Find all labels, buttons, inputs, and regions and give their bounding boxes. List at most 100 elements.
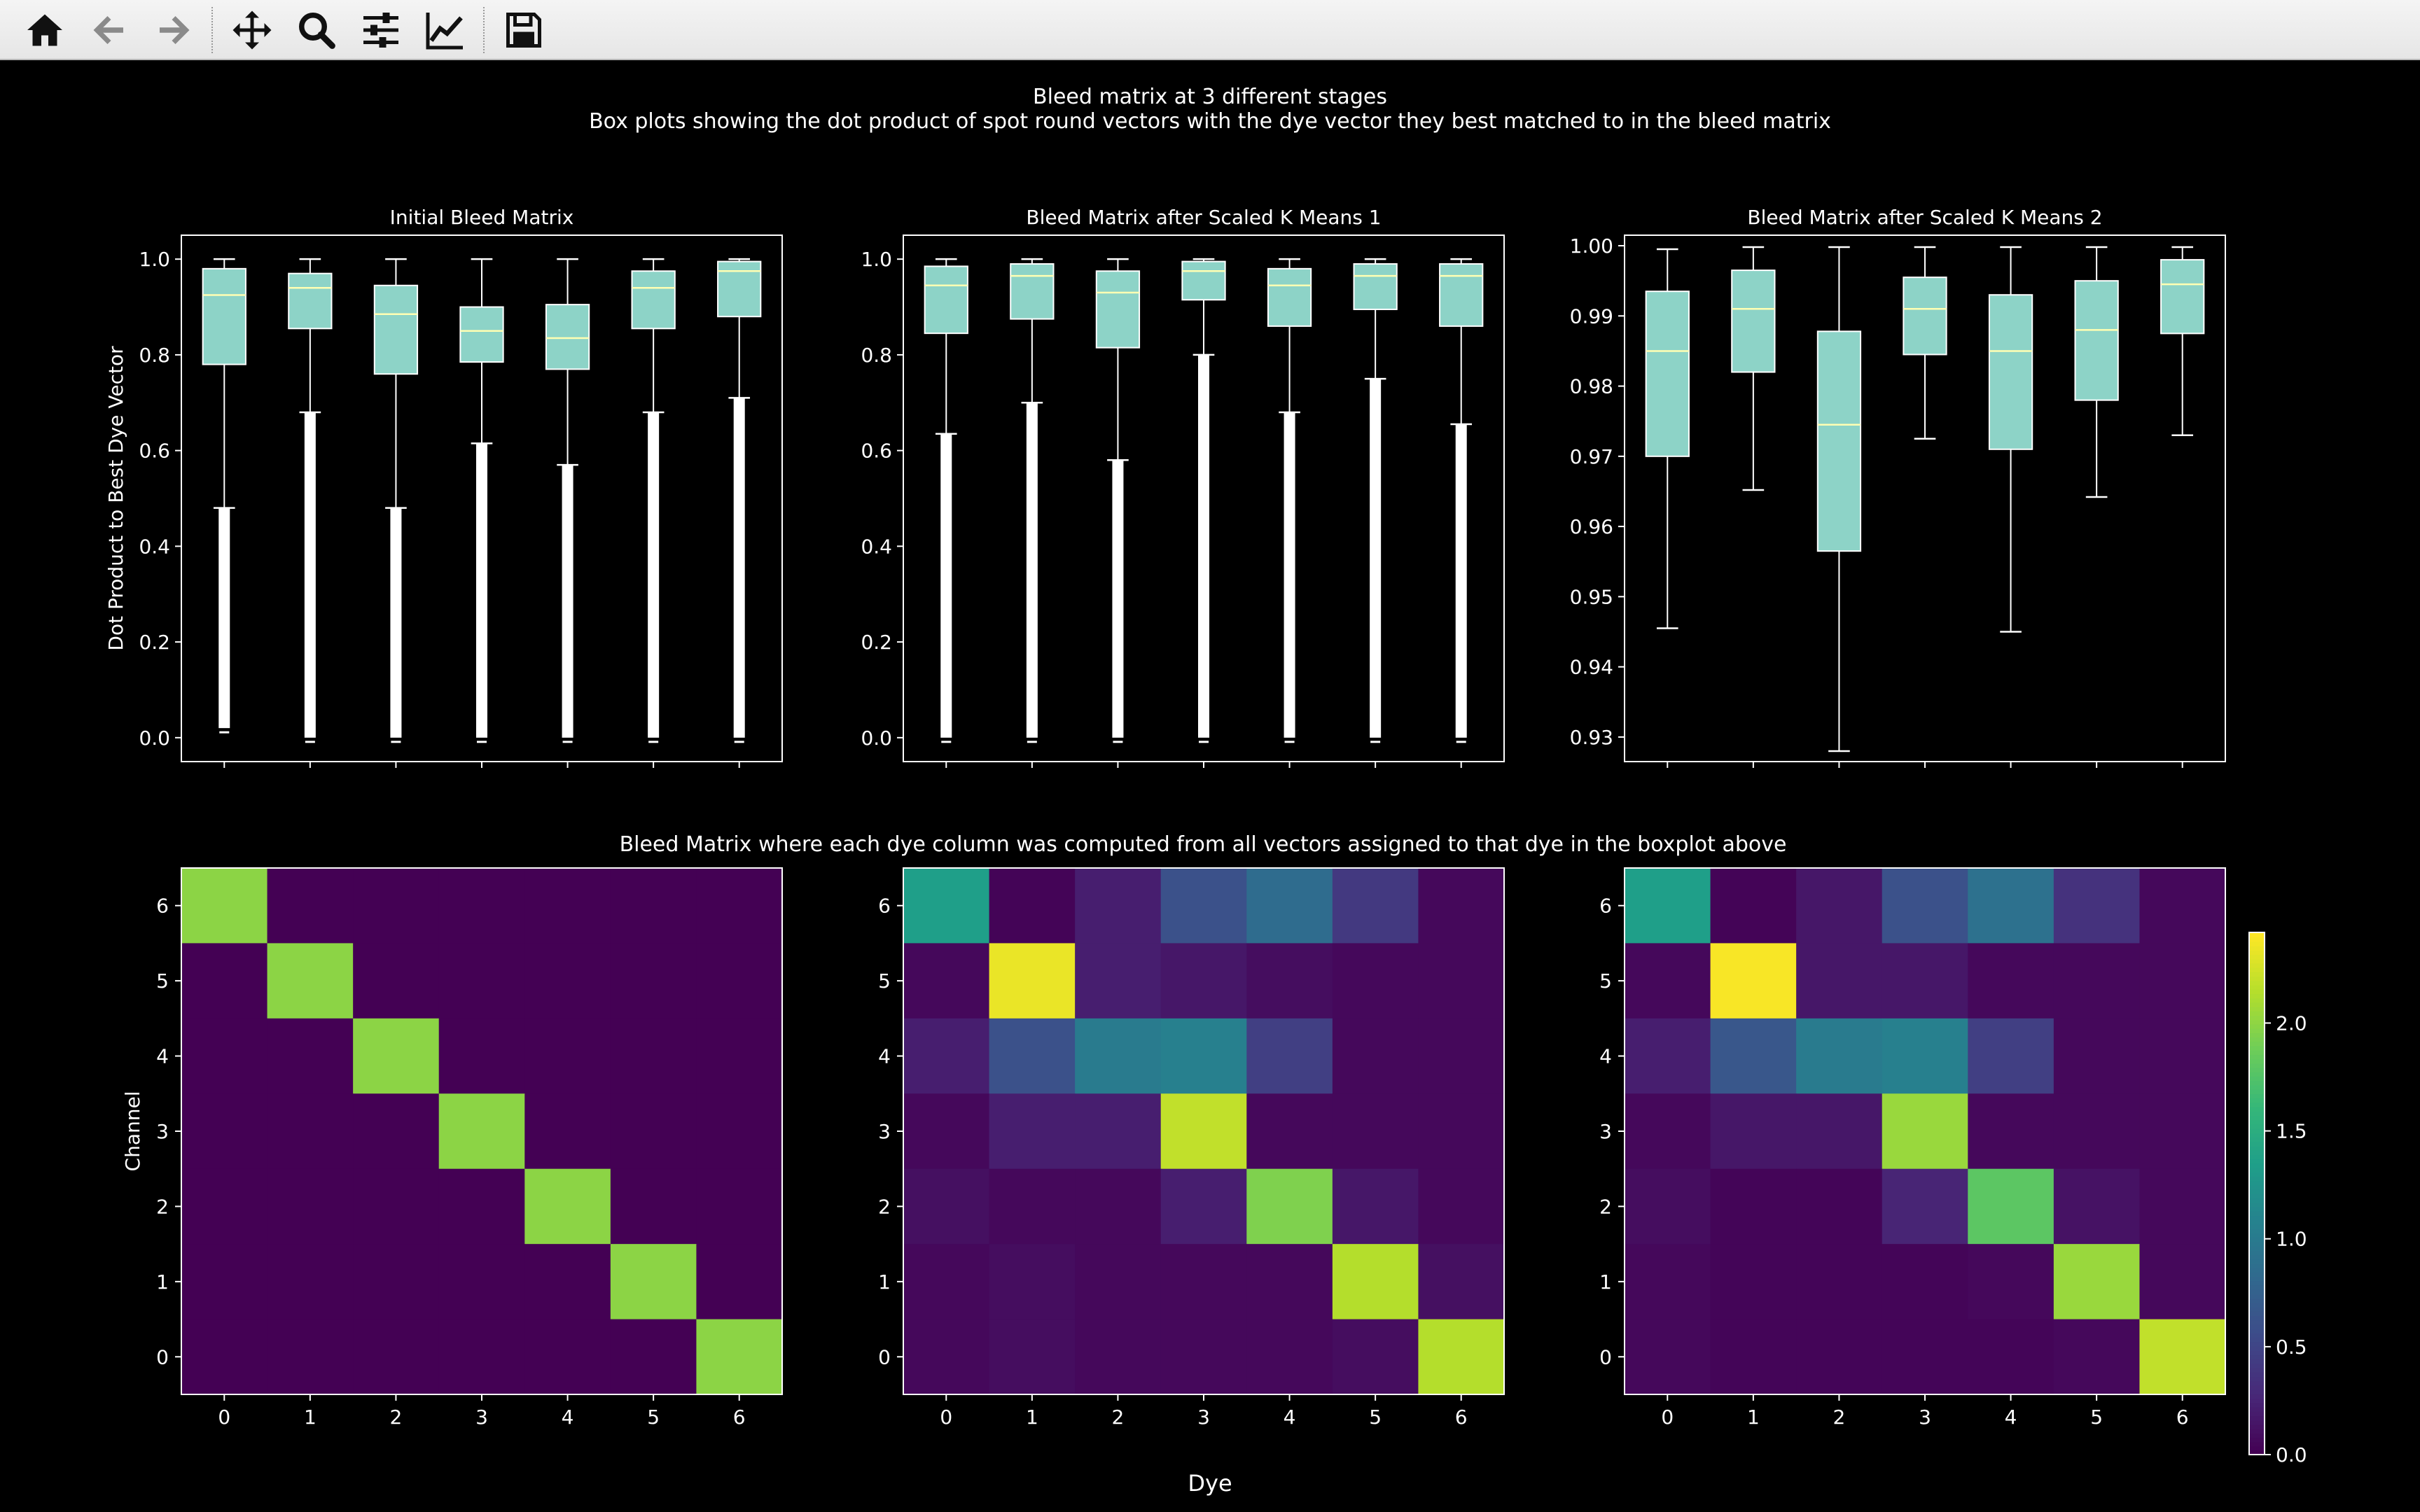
y-tick-label: 0 bbox=[1599, 1345, 1612, 1368]
colorbar-segment bbox=[2249, 1054, 2265, 1060]
x-tick-label: 3 bbox=[475, 1406, 488, 1429]
heatmap-cell bbox=[181, 868, 268, 944]
heatmap-cell bbox=[524, 1319, 611, 1395]
back-button[interactable] bbox=[83, 6, 136, 55]
colorbar-segment bbox=[2249, 1441, 2265, 1447]
heatmap-cell bbox=[524, 943, 611, 1019]
box-2 bbox=[1816, 246, 1862, 752]
colorbar-segment bbox=[2249, 1267, 2265, 1273]
box-iqr bbox=[1353, 263, 1398, 310]
outlier-band bbox=[940, 433, 952, 738]
colorbar-segment bbox=[2249, 1154, 2265, 1160]
colorbar-segment bbox=[2249, 1276, 2265, 1282]
colorbar-segment bbox=[2249, 1354, 2265, 1360]
home-button[interactable] bbox=[18, 6, 71, 55]
x-tick-label: 3 bbox=[1919, 1406, 1931, 1429]
heatmap-cell bbox=[903, 1018, 990, 1094]
heatmap-row-title: Bleed Matrix where each dye column was c… bbox=[620, 832, 1787, 857]
colorbar-segment bbox=[2249, 1158, 2265, 1164]
edit-axis-button[interactable] bbox=[419, 6, 472, 55]
heatmap-cell bbox=[524, 868, 611, 944]
box-3 bbox=[1181, 258, 1226, 743]
colorbar-tick-label: 1.5 bbox=[2276, 1120, 2307, 1143]
y-tick-label: 0.6 bbox=[861, 440, 892, 463]
heatmap-cell bbox=[524, 1093, 611, 1170]
pan-button[interactable] bbox=[225, 6, 279, 55]
heatmap-cell bbox=[1246, 1168, 1333, 1245]
zoom-button[interactable] bbox=[290, 6, 343, 55]
heatmap-cell bbox=[1968, 943, 2054, 1019]
colorbar-segment bbox=[2249, 988, 2265, 995]
heatmap-cell bbox=[1796, 1093, 1883, 1170]
x-tick-label: 5 bbox=[1369, 1406, 1382, 1429]
colorbar-segment bbox=[2249, 1093, 2265, 1099]
figure-suptitle: Bleed matrix at 3 different stages bbox=[1033, 85, 1387, 109]
arrow-left-icon bbox=[93, 16, 123, 44]
toolbar-separator bbox=[211, 7, 213, 53]
heatmap-cell bbox=[1246, 943, 1333, 1019]
heatmap-cell bbox=[989, 1319, 1076, 1395]
heatmap-cell bbox=[1075, 943, 1162, 1019]
heatmap-cell bbox=[181, 1244, 268, 1320]
box-iqr bbox=[1903, 276, 1947, 356]
figure-canvas: Bleed matrix at 3 different stages Box p… bbox=[0, 60, 2420, 1512]
outlier-band bbox=[218, 507, 230, 729]
forward-button[interactable] bbox=[147, 6, 200, 55]
heatmap-cell bbox=[353, 868, 440, 944]
y-tick-label: 2 bbox=[156, 1195, 169, 1218]
y-tick-label: 5 bbox=[1599, 969, 1612, 993]
colorbar-segment bbox=[2249, 1002, 2265, 1007]
colorbar-segment bbox=[2249, 945, 2265, 951]
colorbar-segment bbox=[2249, 1341, 2265, 1347]
colorbar-segment bbox=[2249, 1167, 2265, 1172]
colorbar-segment bbox=[2249, 1032, 2265, 1038]
colorbar-tick-label: 2.0 bbox=[2276, 1011, 2307, 1035]
colorbar-segment bbox=[2249, 1289, 2265, 1294]
boxplot-title: Initial Bleed Matrix bbox=[390, 206, 574, 229]
heatmap-cell bbox=[438, 1319, 525, 1395]
colorbar-segment bbox=[2249, 1393, 2265, 1399]
colorbar-segment bbox=[2249, 941, 2265, 946]
heatmap-cell bbox=[267, 1319, 354, 1395]
x-tick-label: 6 bbox=[733, 1406, 746, 1429]
colorbar-segment bbox=[2249, 1232, 2265, 1238]
colorbar-segment bbox=[2249, 1145, 2265, 1151]
x-tick-label: 2 bbox=[1112, 1406, 1125, 1429]
heatmap-cell bbox=[2139, 1093, 2226, 1170]
heatmap-cell bbox=[1160, 1319, 1247, 1395]
colorbar-segment bbox=[2249, 971, 2265, 977]
heatmap-cell bbox=[267, 1168, 354, 1245]
colorbar-tick-label: 1.0 bbox=[2276, 1228, 2307, 1251]
colorbar-segment bbox=[2249, 1037, 2265, 1042]
heatmap-cell bbox=[1625, 868, 1711, 944]
y-tick-label: 0.0 bbox=[139, 727, 170, 750]
colorbar-segment bbox=[2249, 1006, 2265, 1011]
heatmap-cell bbox=[2053, 1093, 2140, 1170]
heatmap-cell bbox=[181, 943, 268, 1019]
y-tick-label: 0.98 bbox=[1570, 375, 1613, 398]
magnifier-icon bbox=[299, 13, 335, 49]
configure-subplots-button[interactable] bbox=[354, 6, 408, 55]
box-0 bbox=[1645, 248, 1690, 629]
outlier-band bbox=[476, 443, 487, 738]
x-tick-label: 0 bbox=[1661, 1406, 1674, 1429]
heatmap-cell bbox=[1882, 1319, 1968, 1395]
heatmap-cell bbox=[1882, 1018, 1968, 1094]
colorbar-segment bbox=[2249, 1284, 2265, 1290]
heatmap-cell bbox=[1625, 1018, 1711, 1094]
heatmap-cell bbox=[524, 1168, 611, 1245]
colorbar-segment bbox=[2249, 1359, 2265, 1364]
box-6 bbox=[717, 258, 762, 743]
colorbar-segment bbox=[2249, 1067, 2265, 1072]
y-tick-label: 3 bbox=[1599, 1120, 1612, 1143]
x-tick-label: 1 bbox=[304, 1406, 317, 1429]
colorbar-segment bbox=[2249, 1084, 2265, 1090]
heatmap-cell bbox=[524, 1018, 611, 1094]
y-tick-label: 0.8 bbox=[861, 344, 892, 367]
box-iqr bbox=[631, 270, 676, 330]
heatmap-cell bbox=[2053, 1168, 2140, 1245]
heatmap-cell bbox=[1882, 1093, 1968, 1170]
save-button[interactable] bbox=[497, 6, 550, 55]
heatmap-cell bbox=[2139, 1018, 2226, 1094]
heatmap-cell bbox=[1160, 1018, 1247, 1094]
